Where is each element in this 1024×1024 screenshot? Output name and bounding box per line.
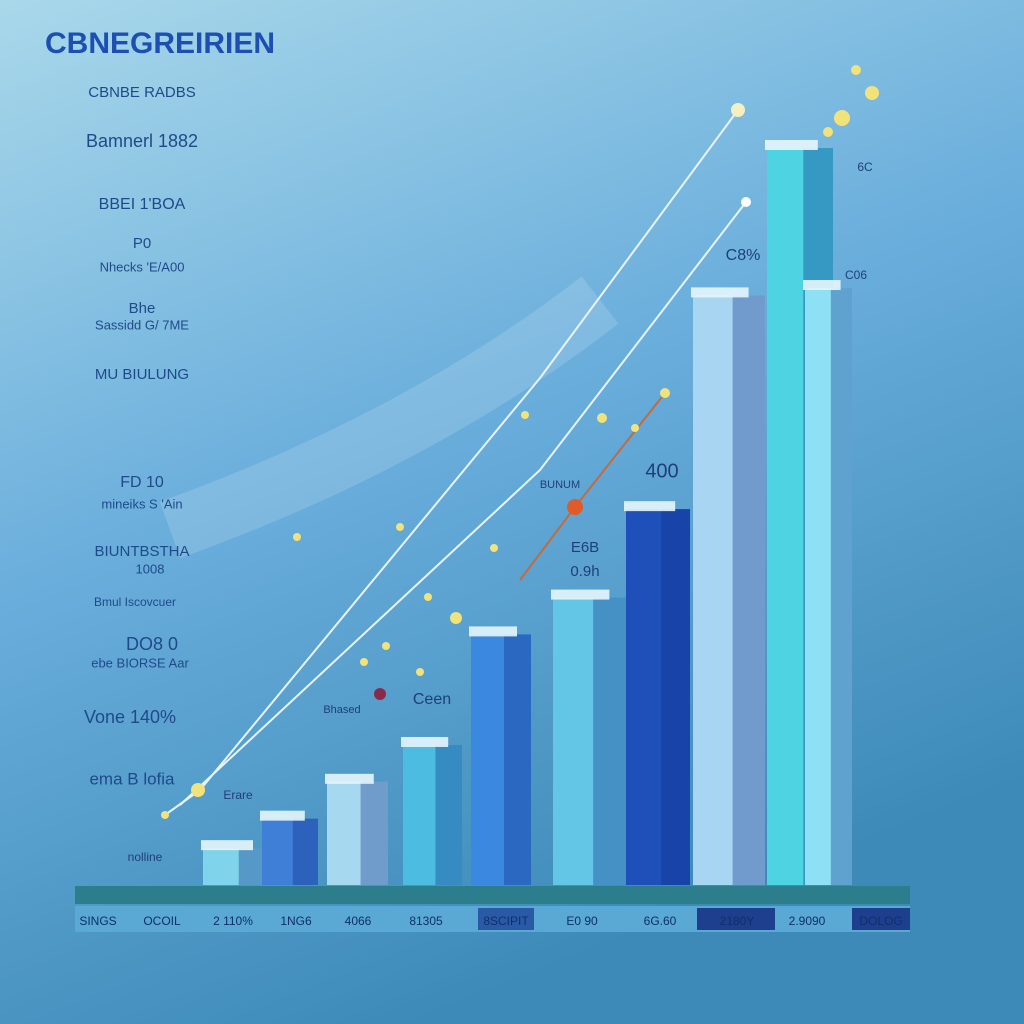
bar (626, 509, 690, 885)
bar-cap (691, 287, 749, 298)
glow (159, 276, 619, 559)
bar (693, 295, 765, 885)
bar-shade (830, 288, 852, 885)
annotation: Bhased (323, 704, 360, 716)
annotation: 0.9h (570, 563, 599, 580)
side-label: mineiks S 'Ain (101, 496, 182, 511)
bar-shade (593, 597, 626, 885)
side-label: BIUNTBSTHA (94, 543, 189, 560)
annotation: nolline (128, 850, 163, 864)
bar-shade (292, 818, 318, 885)
annotation: C06 (845, 268, 867, 282)
bar (203, 848, 268, 885)
bar-cap (469, 626, 517, 637)
baseline-bar (75, 886, 910, 904)
side-label: P0 (133, 235, 151, 252)
dots (161, 65, 879, 819)
side-label: Bmul Iscovcuer (94, 595, 176, 609)
bar-cap (260, 810, 305, 821)
x-tick-label: 81305 (409, 914, 443, 928)
side-label: ema B lofia (89, 769, 175, 788)
bar (805, 288, 852, 885)
annotation: E6B (571, 539, 599, 556)
bar-shade (732, 295, 765, 885)
bar (471, 634, 531, 885)
bar-cap (201, 840, 253, 851)
side-label: CBNBE RADBS (88, 84, 196, 101)
annotation: 6C (857, 160, 873, 174)
x-tick-label: E0 90 (566, 914, 598, 928)
bar-cap (325, 773, 374, 784)
x-tick-label: 4066 (345, 914, 372, 928)
side-label: DO8 0 (126, 634, 178, 654)
annotation: C8% (726, 247, 761, 264)
trend-line (179, 201, 747, 806)
label-highlight (697, 908, 775, 930)
bar (262, 818, 318, 885)
bar-cap (624, 501, 676, 512)
side-label: Bamnerl 1882 (86, 131, 198, 151)
bar-shade (435, 744, 462, 885)
x-tick-label: SINGS (79, 914, 116, 928)
side-label: FD 10 (120, 474, 164, 491)
annotation: BUNUM (540, 479, 580, 491)
annotation: Ceen (413, 691, 451, 708)
side-label: Bhe (129, 300, 156, 317)
side-label: Vone 140% (84, 707, 176, 727)
side-label: MU BIULUNG (95, 366, 189, 383)
bar-cap (803, 280, 841, 291)
label-highlight (852, 908, 910, 930)
side-label: Sassidd G/ 7ME (95, 317, 189, 332)
x-tick-label: 2.9090 (789, 914, 826, 928)
x-tick-label: OCOIL (143, 914, 181, 928)
annotation: Erare (223, 788, 253, 802)
bar-cap (765, 140, 818, 150)
x-tick-label: 1NG6 (280, 914, 312, 928)
bar (327, 781, 388, 885)
side-label: BBEI 1'BOA (99, 196, 186, 213)
x-tick-label: 2180Y (720, 914, 755, 928)
x-tick-label: DOLOG (859, 914, 902, 928)
bar-shade (661, 509, 690, 885)
bar-shade (504, 634, 531, 885)
bar-cap (551, 589, 610, 600)
bar (553, 597, 626, 885)
chart-title: CBNEGREIRIEN (45, 27, 275, 60)
annotation: 400 (645, 460, 678, 482)
side-label: ebe BIORSE Aar (91, 655, 189, 670)
x-tick-label: 2 110% (213, 914, 253, 928)
bar-shade (360, 781, 388, 885)
x-tick-label: 6G.60 (644, 914, 677, 928)
x-tick-label: 8SCIPIT (483, 914, 529, 928)
bar-cap (401, 736, 449, 747)
bar (403, 744, 462, 885)
label-highlight (478, 908, 534, 930)
side-label: Nhecks 'E/A00 (100, 259, 185, 274)
side-label: 1008 (136, 561, 165, 576)
